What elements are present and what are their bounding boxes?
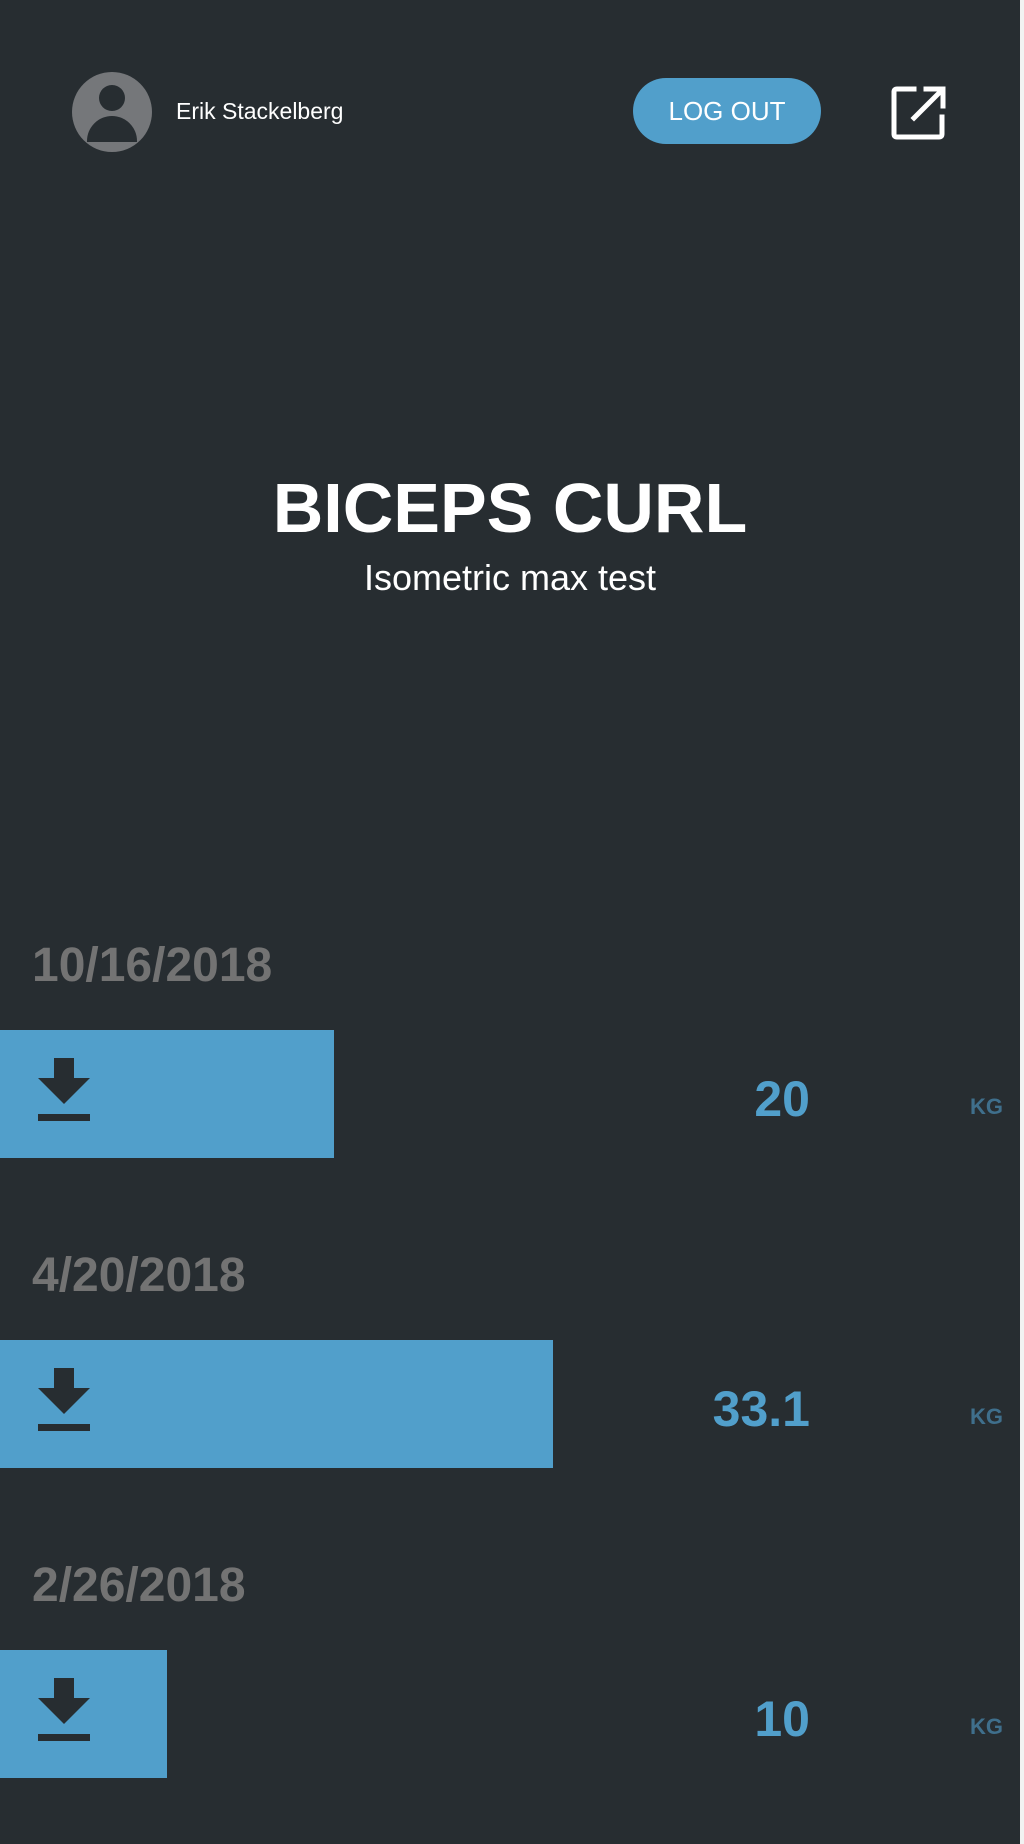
user-name: Erik Stackelberg (176, 98, 344, 124)
result-entry: 4/20/2018 33.1 KG (0, 1248, 1020, 1498)
entry-unit: KG (970, 1094, 1003, 1119)
logout-button[interactable]: LOG OUT (633, 78, 821, 144)
download-bar[interactable] (0, 1340, 553, 1468)
entry-unit: KG (970, 1714, 1003, 1739)
download-icon (38, 1678, 90, 1741)
entry-value: 10 (754, 1691, 810, 1747)
download-bar[interactable] (0, 1030, 334, 1158)
external-link-icon[interactable] (890, 84, 948, 142)
avatar-head (99, 85, 125, 111)
exercise-title: BICEPS CURL (272, 469, 748, 547)
result-entry: 10/16/2018 20 KG (0, 938, 1020, 1188)
entry-date: 2/26/2018 (32, 1559, 246, 1612)
entry-value: 33.1 (712, 1381, 810, 1437)
exercise-subtitle: Isometric max test (363, 557, 657, 598)
download-bar[interactable] (0, 1650, 167, 1778)
entry-date: 10/16/2018 (32, 939, 273, 992)
download-icon (38, 1368, 90, 1431)
result-entry: 2/26/2018 10 KG (0, 1558, 1020, 1808)
entry-value: 20 (754, 1071, 810, 1127)
download-icon (38, 1058, 90, 1121)
user-avatar-icon[interactable] (72, 72, 152, 152)
entry-unit: KG (970, 1404, 1003, 1429)
entry-date: 4/20/2018 (32, 1249, 246, 1302)
avatar-body (87, 116, 137, 142)
